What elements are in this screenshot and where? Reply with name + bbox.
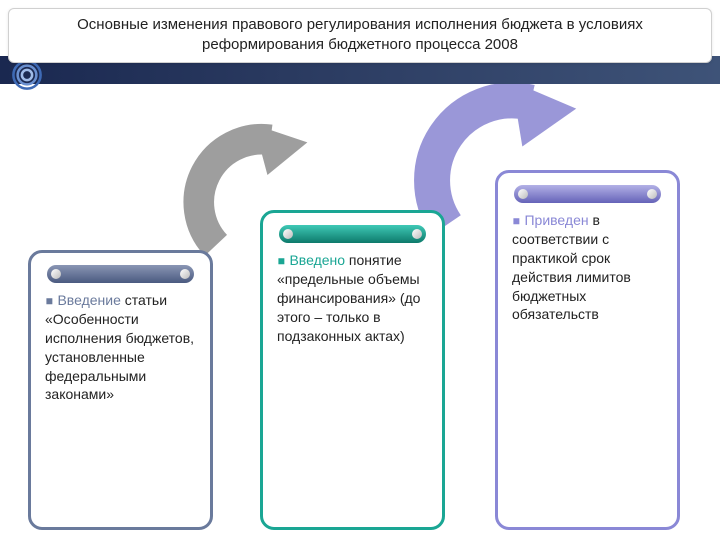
card-1: ◆Введение статьи «Особенности исполнения… (28, 250, 213, 530)
card-3: ◆Приведен в соответствии с практикой сро… (495, 170, 680, 530)
card-1-handle (47, 265, 194, 283)
diamond-bullet-icon: ◆ (508, 213, 524, 229)
diamond-bullet-icon: ◆ (273, 253, 289, 269)
card-3-rest: в соответствии с практикой срок действия… (512, 212, 631, 322)
cards-area: ◆Введение статьи «Особенности исполнения… (0, 100, 720, 540)
card-2-text: ◆Введено понятие «предельные объемы фина… (277, 251, 428, 345)
logo-icon (10, 58, 44, 92)
card-3-text: ◆Приведен в соответствии с практикой сро… (512, 211, 663, 324)
card-1-intro: Введение (57, 292, 120, 308)
card-3-handle (514, 185, 661, 203)
page-title: Основные изменения правового регулирован… (23, 15, 697, 56)
card-1-text: ◆Введение статьи «Особенности исполнения… (45, 291, 196, 404)
card-1-rest: статьи «Особенности исполнения бюджетов,… (45, 292, 194, 402)
title-bar: Основные изменения правового регулирован… (8, 8, 712, 63)
card-2-intro: Введено (289, 252, 345, 268)
card-2-handle (279, 225, 426, 243)
diamond-bullet-icon: ◆ (41, 293, 57, 309)
card-3-intro: Приведен (524, 212, 588, 228)
card-2: ◆Введено понятие «предельные объемы фина… (260, 210, 445, 530)
